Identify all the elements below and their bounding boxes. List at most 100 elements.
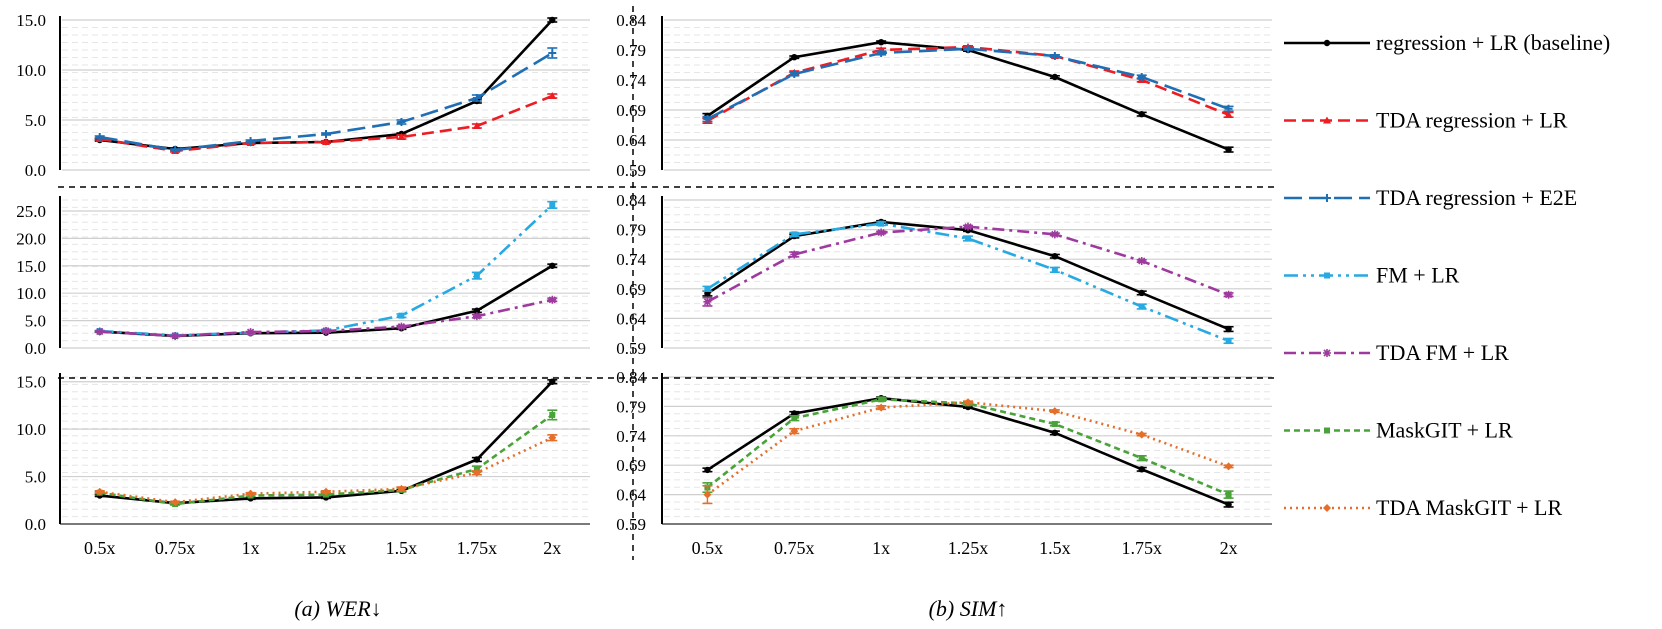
x-tick-label: 1x bbox=[872, 538, 890, 558]
legend-label-fm_lr: FM + LR bbox=[1376, 263, 1460, 288]
y-tick-label: 0.59 bbox=[616, 515, 646, 534]
x-tick-label: 0.5x bbox=[692, 538, 724, 558]
data-point-tda_maskgit_lr bbox=[790, 427, 799, 436]
data-point-baseline bbox=[791, 54, 798, 61]
data-point-fm_lr bbox=[1051, 266, 1058, 273]
data-point-baseline bbox=[704, 466, 711, 474]
legend-marker-tda_regression_lr bbox=[1323, 116, 1331, 124]
data-point-fm_lr bbox=[549, 201, 556, 208]
series-tda_fm_lr bbox=[94, 295, 558, 340]
y-tick-label: 0.74 bbox=[616, 250, 646, 269]
legend-label-tda_regression_e2e: TDA regression + E2E bbox=[1376, 185, 1577, 210]
legend-item-maskgit_lr: MaskGIT + LR bbox=[1284, 418, 1513, 443]
x-tick-label: 1.25x bbox=[306, 538, 347, 558]
data-point-tda_regression_lr bbox=[472, 122, 481, 129]
series-tda_regression_lr bbox=[94, 92, 558, 154]
data-point-tda_regression_e2e bbox=[322, 130, 330, 138]
chart-panel-wer-1: 0.0 5.0 10.0 15.0 20.0 25.0 bbox=[16, 196, 590, 358]
series-baseline bbox=[702, 39, 1234, 153]
y-tick-label: 0.59 bbox=[616, 339, 646, 358]
y-tick-label: 10.0 bbox=[16, 420, 46, 439]
x-tick-label: 1x bbox=[242, 538, 260, 558]
y-tick-label: 15.0 bbox=[16, 373, 46, 392]
data-point-tda_maskgit_lr bbox=[95, 487, 104, 496]
data-point-baseline bbox=[1138, 111, 1145, 118]
data-point-maskgit_lr bbox=[878, 396, 885, 403]
data-point-tda_fm_lr bbox=[171, 331, 180, 340]
data-point-tda_regression_e2e bbox=[472, 94, 481, 102]
x-tick-label: 1.25x bbox=[948, 538, 989, 558]
data-point-baseline bbox=[549, 378, 556, 385]
data-point-maskgit_lr bbox=[791, 415, 798, 422]
series-tda_maskgit_lr bbox=[702, 398, 1234, 505]
legend-item-tda_regression_lr: TDA regression + LR bbox=[1284, 108, 1568, 133]
data-point-baseline bbox=[549, 262, 556, 269]
legend-marker-tda_maskgit_lr bbox=[1323, 504, 1331, 512]
series-line-tda_regression_e2e bbox=[706, 47, 1230, 121]
data-point-tda_fm_lr bbox=[790, 250, 799, 259]
legend-item-tda_maskgit_lr: TDA MaskGIT + LR bbox=[1284, 495, 1562, 520]
x-tick-label: 0.75x bbox=[155, 538, 196, 558]
y-tick-label: 10.0 bbox=[16, 61, 46, 80]
y-tick-label: 15.0 bbox=[16, 11, 46, 30]
data-point-tda_regression_e2e bbox=[246, 137, 255, 145]
legend-marker-fm_lr bbox=[1324, 272, 1330, 279]
legend-marker-maskgit_lr bbox=[1324, 427, 1330, 434]
y-tick-label: 0.69 bbox=[616, 101, 646, 120]
data-point-tda_regression_e2e bbox=[397, 118, 406, 126]
legend-label-baseline: regression + LR (baseline) bbox=[1376, 30, 1610, 55]
data-point-baseline bbox=[1051, 73, 1059, 81]
data-point-tda_regression_lr bbox=[397, 133, 406, 140]
y-tick-label: 15.0 bbox=[16, 257, 46, 276]
y-tick-label: 0.74 bbox=[616, 427, 646, 446]
y-tick-label: 0.79 bbox=[616, 41, 646, 60]
data-point-tda_fm_lr bbox=[703, 297, 712, 306]
x-tick-label: 0.75x bbox=[774, 538, 815, 558]
y-tick-label: 0.79 bbox=[616, 221, 646, 240]
data-point-tda_regression_e2e bbox=[790, 70, 799, 78]
data-point-tda_maskgit_lr bbox=[703, 490, 712, 499]
data-point-tda_fm_lr bbox=[1050, 230, 1059, 239]
data-point-baseline bbox=[877, 39, 885, 46]
chart-panel-sim-0: 0.59 0.64 0.69 0.74 0.79 0.84 bbox=[616, 11, 1272, 180]
x-tick-label: 1.5x bbox=[386, 538, 418, 558]
y-tick-label: 5.0 bbox=[25, 312, 46, 331]
legend-marker-tda_regression_e2e bbox=[1323, 194, 1331, 202]
data-point-tda_maskgit_lr bbox=[877, 403, 886, 412]
series-baseline bbox=[702, 394, 1234, 508]
data-point-maskgit_lr bbox=[1225, 491, 1232, 498]
chart-panel-wer-2: 0.0 5.0 10.0 15.0 0.5x 0.75x 1x 1.25x 1.5x 1.75x 2… bbox=[16, 373, 590, 558]
y-tick-label: 0.64 bbox=[616, 131, 646, 150]
data-point-tda_fm_lr bbox=[397, 322, 406, 331]
caption-wer: (a) WER↓ bbox=[294, 596, 381, 621]
data-point-fm_lr bbox=[704, 285, 711, 292]
series-line-tda_maskgit_lr bbox=[706, 400, 1230, 496]
data-point-tda_fm_lr bbox=[877, 228, 886, 237]
data-point-baseline bbox=[1138, 289, 1145, 297]
data-point-baseline bbox=[1225, 146, 1232, 153]
data-point-fm_lr bbox=[1225, 337, 1232, 344]
series-line-baseline bbox=[99, 19, 554, 151]
y-tick-label: 0.0 bbox=[25, 339, 46, 358]
data-point-baseline bbox=[1138, 466, 1145, 473]
legend-label-maskgit_lr: MaskGIT + LR bbox=[1376, 418, 1513, 443]
legend-label-tda_regression_lr: TDA regression + LR bbox=[1376, 108, 1568, 133]
data-point-maskgit_lr bbox=[549, 411, 556, 418]
data-point-fm_lr bbox=[1138, 303, 1145, 310]
caption-sim: (b) SIM↑ bbox=[929, 596, 1008, 621]
data-point-tda_fm_lr bbox=[964, 222, 972, 231]
data-point-tda_maskgit_lr bbox=[1050, 407, 1059, 416]
chart-panel-sim-2: 0.590.640.690.740.790.840.5x 0.75x 1x 1.25x… bbox=[616, 368, 1272, 558]
legend-marker-tda_fm_lr bbox=[1323, 349, 1331, 357]
legend: regression + LR (baseline) TDA regression… bbox=[1284, 30, 1610, 520]
data-point-tda_regression_e2e bbox=[548, 49, 557, 57]
y-tick-label: 0.69 bbox=[616, 456, 646, 475]
data-point-tda_maskgit_lr bbox=[246, 489, 255, 498]
series-tda_regression_e2e bbox=[702, 44, 1234, 123]
x-tick-label: 2x bbox=[543, 538, 561, 558]
data-point-tda_regression_e2e bbox=[1050, 52, 1059, 60]
x-tick-label: 1.5x bbox=[1039, 538, 1071, 558]
y-tick-label: 10.0 bbox=[16, 284, 46, 303]
legend-label-tda_fm_lr: TDA FM + LR bbox=[1376, 340, 1509, 365]
